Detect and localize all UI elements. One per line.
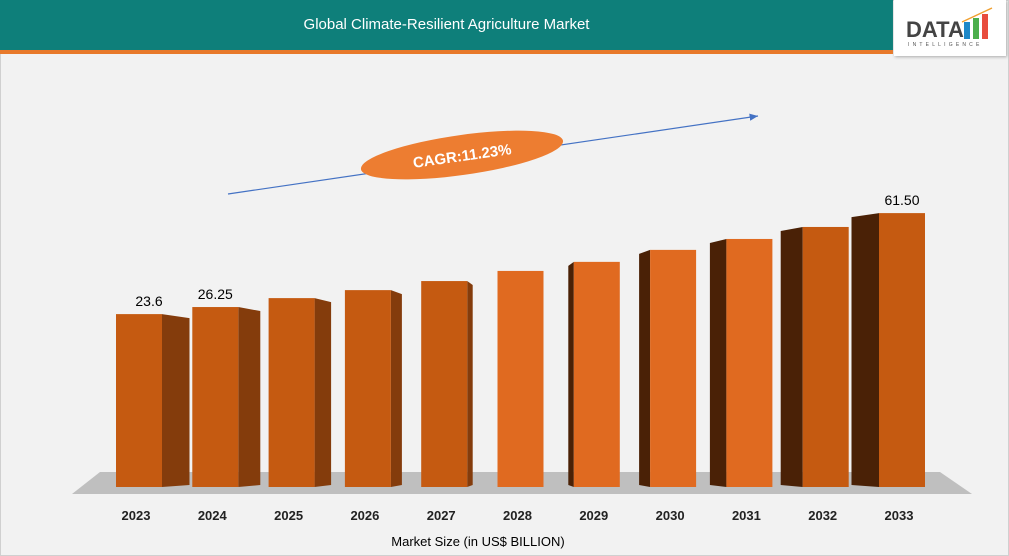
bar-2024 xyxy=(192,307,261,487)
x-axis-label: Market Size (in US$ BILLION) xyxy=(391,534,564,549)
data-label: 26.25 xyxy=(198,286,233,302)
x-tick-label: 2025 xyxy=(274,508,303,523)
bar-side xyxy=(390,290,402,487)
bar-side xyxy=(314,298,332,487)
svg-text:INTELLIGENCE: INTELLIGENCE xyxy=(908,42,983,48)
bar-side xyxy=(709,238,727,487)
bar-2026 xyxy=(344,290,402,487)
x-tick-label: 2030 xyxy=(656,508,685,523)
x-tick-label: 2031 xyxy=(732,508,761,523)
svg-text:DATA: DATA xyxy=(906,17,964,42)
x-tick-label: 2023 xyxy=(122,508,151,523)
header-bar xyxy=(0,0,893,54)
bar-front xyxy=(344,290,391,487)
bar-2028 xyxy=(497,270,544,487)
cagr-ellipse xyxy=(360,130,564,180)
x-tick-label: 2026 xyxy=(350,508,379,523)
bar-side xyxy=(851,213,879,488)
bar-front xyxy=(573,261,620,487)
bar-front xyxy=(879,213,925,488)
x-tick-label: 2024 xyxy=(198,508,228,523)
x-tick-label: 2033 xyxy=(885,508,914,523)
data-label: 23.6 xyxy=(135,293,162,309)
x-tick-label: 2029 xyxy=(579,508,608,523)
logo-graphic: DATA INTELLIGENCE xyxy=(906,7,993,48)
x-tick-label: 2027 xyxy=(427,508,456,523)
bar-side xyxy=(639,249,651,487)
bar-side xyxy=(568,261,574,487)
bar-2029 xyxy=(568,261,620,487)
bar-front xyxy=(192,307,239,487)
x-tick-label: 2032 xyxy=(808,508,837,523)
bar-side xyxy=(238,307,261,487)
bar-side xyxy=(162,314,190,487)
bar-side xyxy=(780,226,803,487)
bar-front xyxy=(116,314,162,487)
bar-front xyxy=(726,238,773,487)
bar-2027 xyxy=(421,281,473,487)
chart-title: Global Climate-Resilient Agriculture Mar… xyxy=(303,16,590,33)
bar-2023 xyxy=(116,314,190,487)
bar-front xyxy=(802,226,849,487)
bar-front xyxy=(268,298,315,487)
bar-2032 xyxy=(780,226,849,487)
logo: DATA INTELLIGENCE xyxy=(894,0,1006,56)
bar-2031 xyxy=(709,238,773,487)
bar-2033 xyxy=(851,213,925,488)
bar-front xyxy=(650,249,697,487)
bar-front xyxy=(421,281,468,487)
bar-side xyxy=(467,281,473,487)
data-label: 61.50 xyxy=(884,192,919,208)
bar-2030 xyxy=(639,249,697,487)
bar-front xyxy=(497,270,544,487)
bar-2025 xyxy=(268,298,332,487)
x-tick-label: 2028 xyxy=(503,508,532,523)
